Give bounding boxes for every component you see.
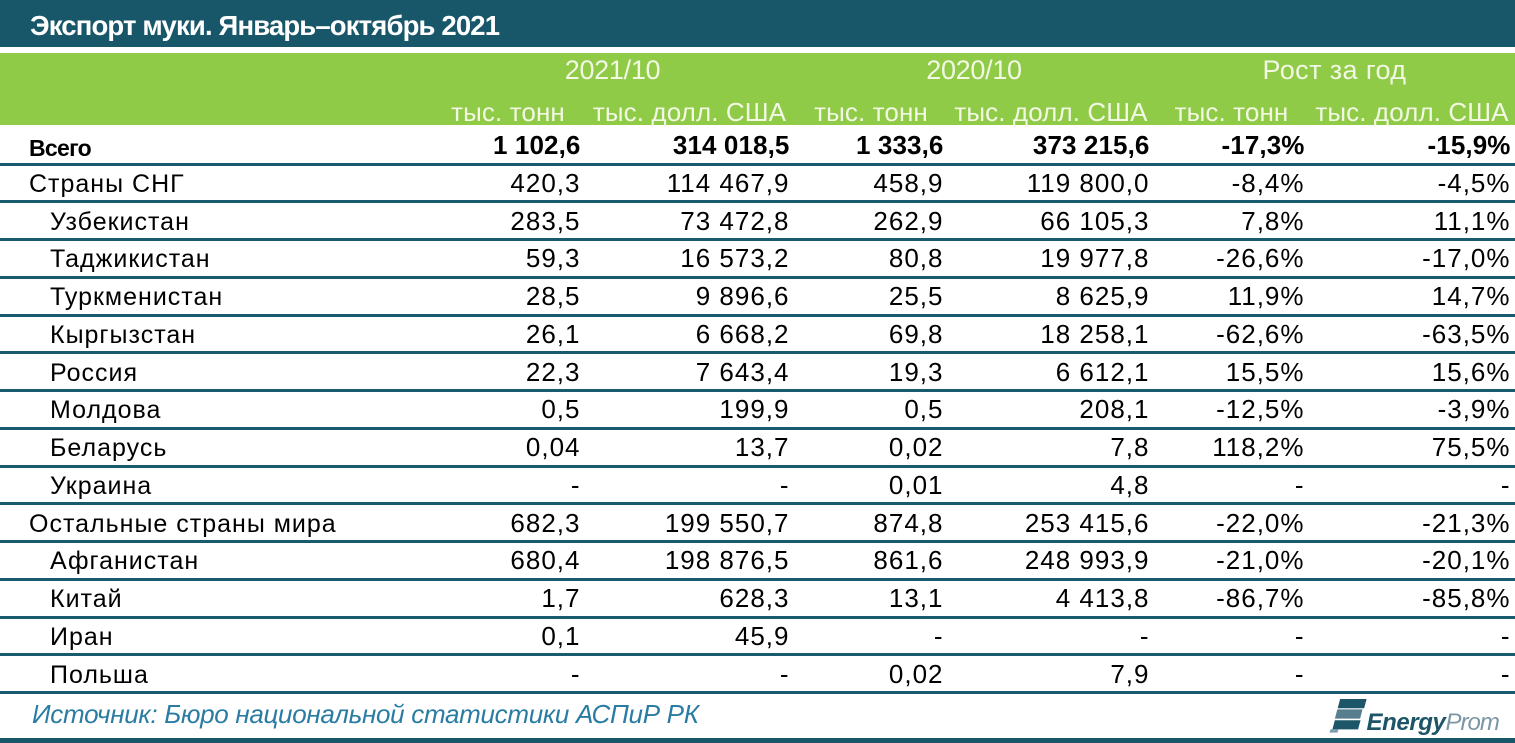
svg-text:EnergyProm: EnergyProm	[1367, 709, 1499, 736]
